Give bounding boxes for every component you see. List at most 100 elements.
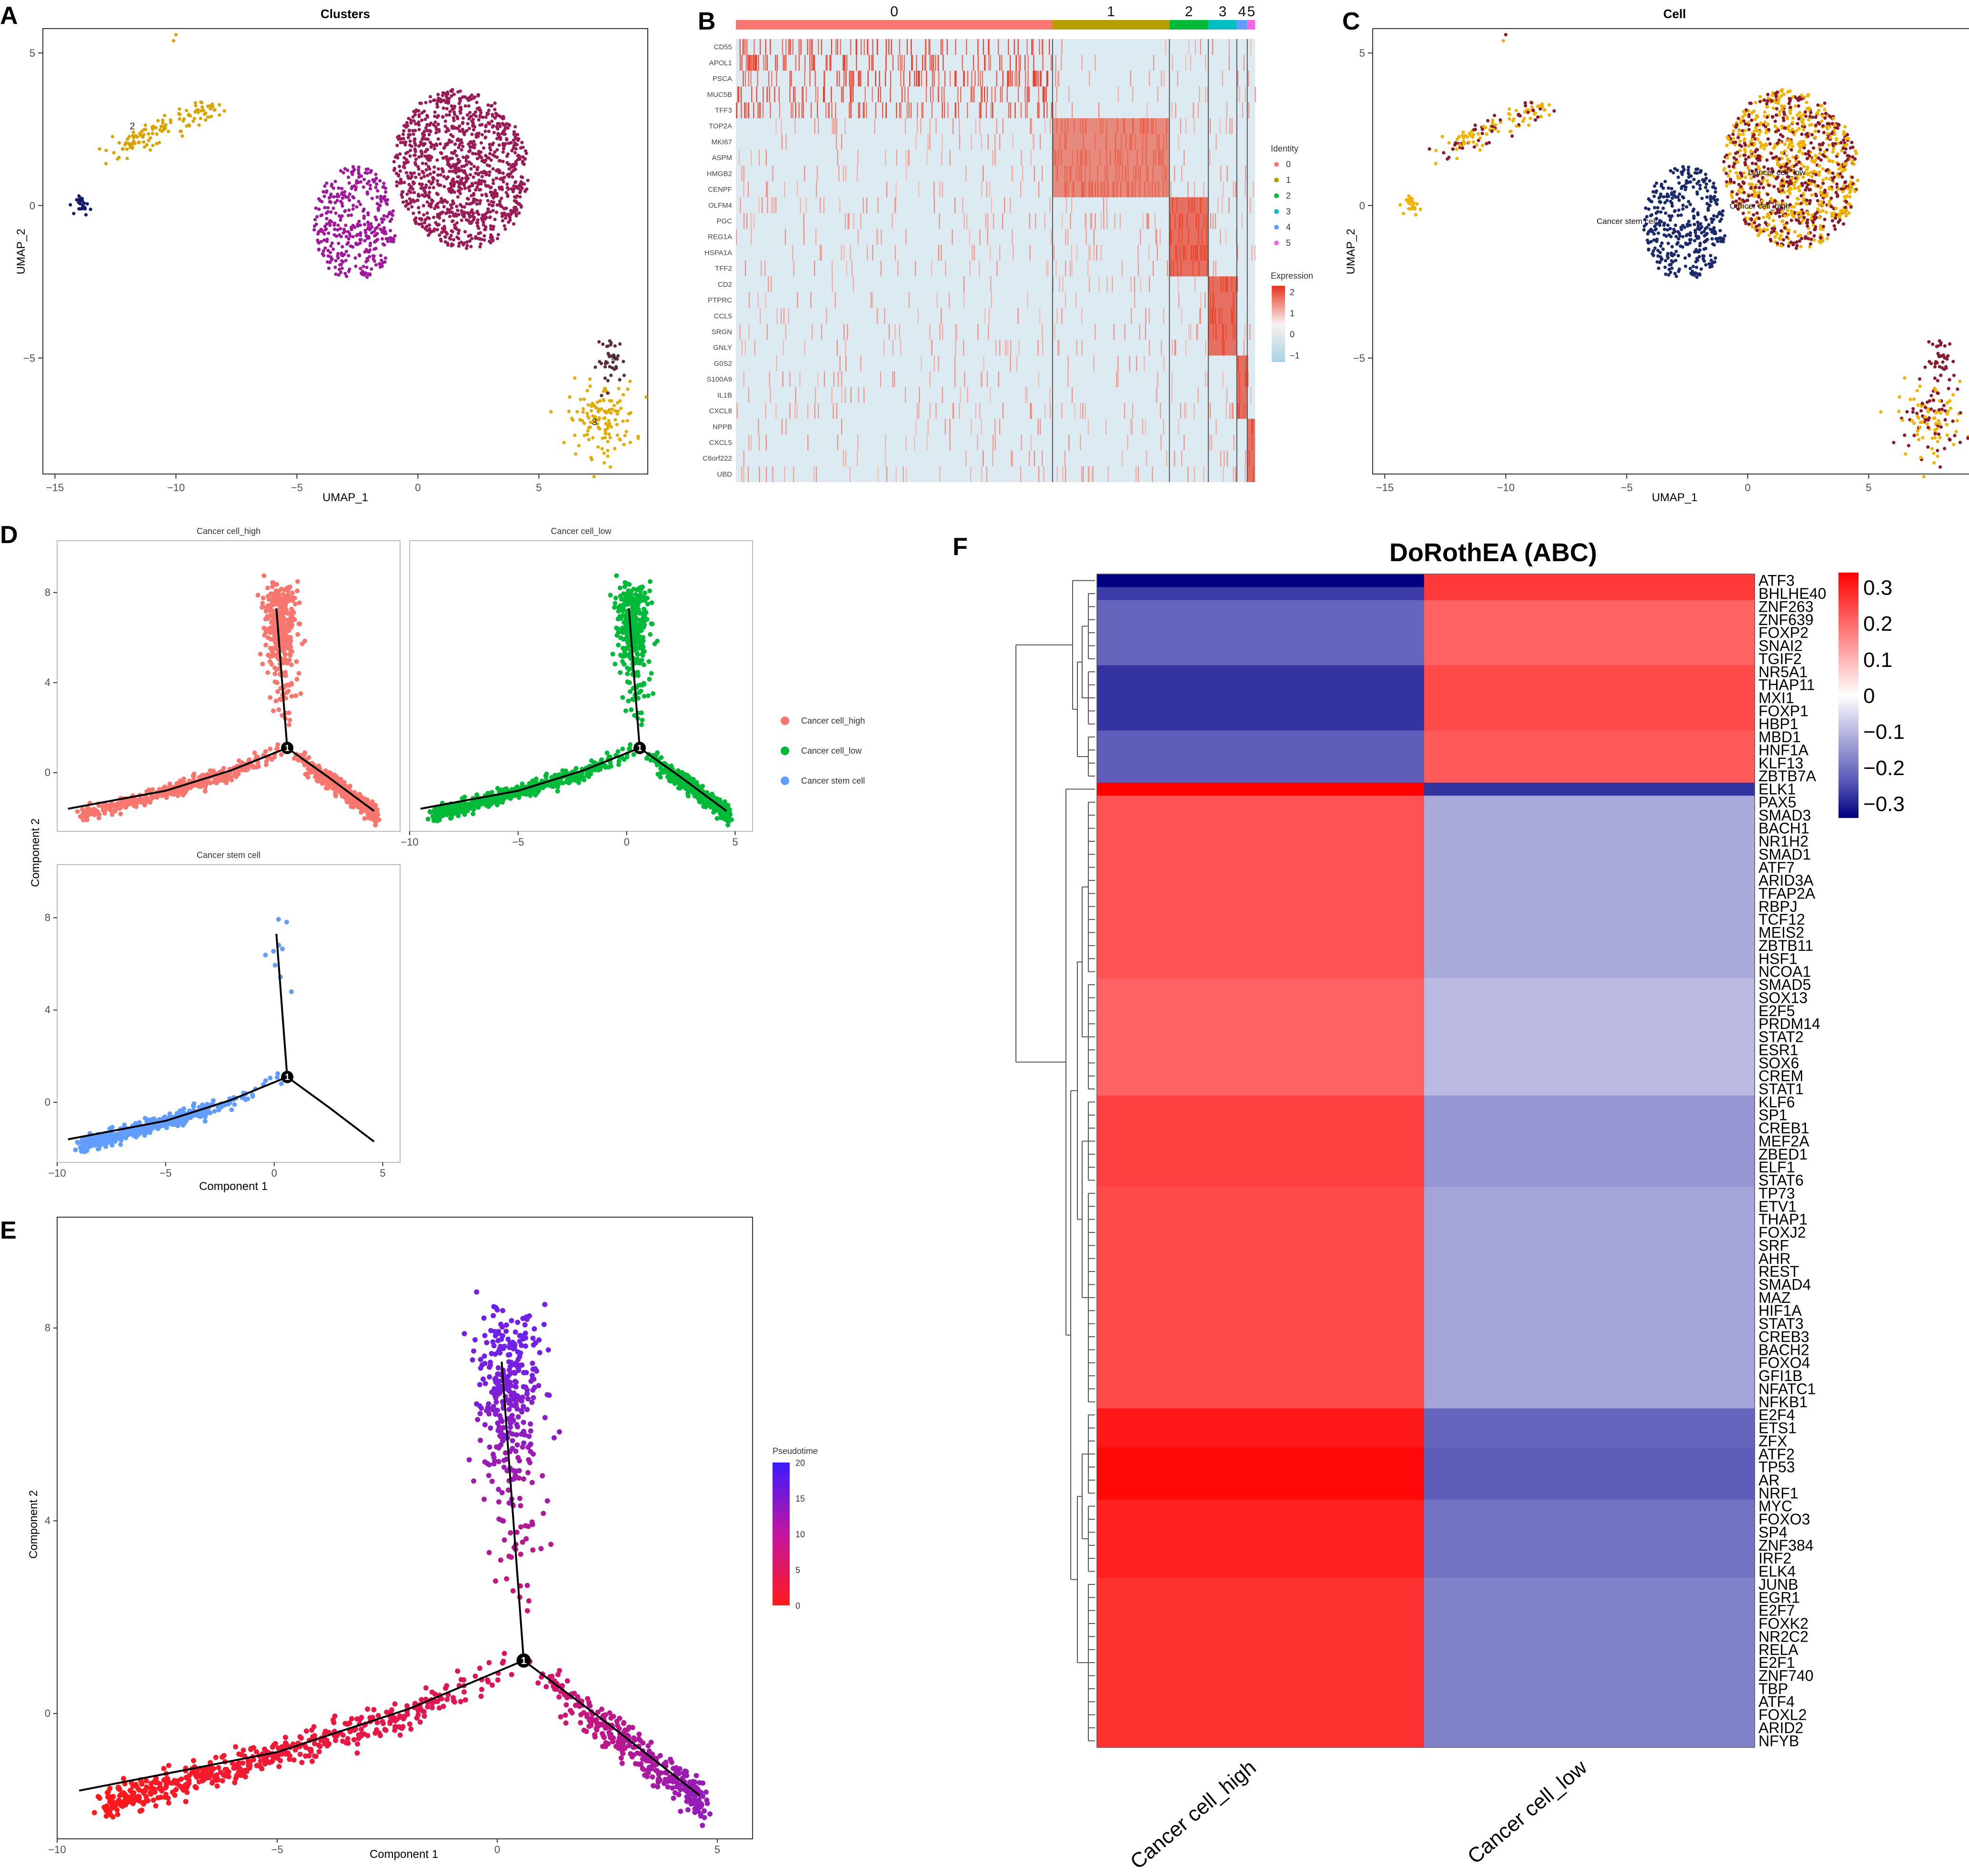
panel-a-point-cluster-1	[333, 227, 337, 231]
panel-b-marker-block	[1208, 292, 1237, 308]
panel-c-point	[1655, 222, 1658, 226]
panel-b-cell	[1042, 450, 1043, 466]
panel-b-cell	[1222, 71, 1223, 87]
panel-b-cell	[1002, 71, 1004, 87]
panel-c-point	[1718, 219, 1722, 223]
panel-b-cell	[1016, 355, 1018, 372]
panel-c-point	[1709, 217, 1713, 221]
panel-a-point-cluster-0	[465, 243, 469, 248]
panel-c-point	[1661, 206, 1665, 210]
panel-c-point	[1814, 135, 1818, 139]
panel-c-point	[1837, 167, 1841, 171]
panel-c-point	[1788, 97, 1791, 101]
panel-c-point	[1831, 171, 1835, 175]
panel-c-point	[1768, 142, 1772, 146]
panel-c-point	[1818, 216, 1822, 220]
panel-a-point-cluster-1	[349, 225, 353, 230]
panel-c-point	[1689, 271, 1693, 275]
panel-a-point-cluster-0	[448, 157, 452, 161]
panel-b-cell	[853, 276, 854, 292]
panel-c-point	[1778, 236, 1781, 240]
panel-c-point	[1670, 191, 1674, 195]
panel-c-point	[1927, 416, 1931, 420]
panel-b-cell	[1093, 229, 1095, 245]
panel-b-cell	[753, 39, 755, 55]
panel-b-cell	[804, 165, 805, 182]
panel-a-point-cluster-0	[457, 101, 461, 105]
panel-a-point-cluster-2	[131, 140, 135, 144]
panel-b-cell	[1178, 419, 1179, 435]
panel-a-point-cluster-0	[427, 195, 431, 199]
panel-c-point	[1769, 151, 1773, 155]
panel-b-cell	[960, 86, 962, 102]
panel-c-point	[1647, 248, 1650, 252]
panel-c-point	[1713, 186, 1717, 190]
panel-b-cell	[826, 308, 827, 324]
panel-a-point-cluster-0	[476, 218, 480, 222]
panel-b-cell	[750, 55, 752, 71]
panel-c-point	[1698, 255, 1701, 259]
panel-a-point-cluster-0	[406, 151, 410, 154]
panel-c-point	[1789, 148, 1793, 152]
panel-a-point-cluster-1	[351, 172, 354, 176]
panel-c-point	[1948, 399, 1952, 403]
panel-b-cell	[841, 419, 843, 435]
panel-b-cell	[1130, 71, 1131, 87]
panel-b-cell	[1055, 71, 1056, 87]
panel-b-cell	[1089, 276, 1090, 292]
panel-c-point	[1462, 136, 1466, 140]
panel-a-point-cluster-1	[329, 195, 332, 199]
panel-a-point-cluster-0	[453, 126, 457, 130]
panel-a-point-cluster-3	[613, 447, 617, 451]
panel-b-cell	[851, 86, 852, 102]
panel-c-point	[1827, 203, 1831, 207]
panel-b-cell	[1119, 213, 1121, 229]
panel-a-point-cluster-2	[167, 130, 171, 133]
panel-c-point	[1803, 95, 1807, 99]
panel-c-point	[1731, 165, 1735, 169]
panel-a-point-cluster-1	[375, 182, 379, 186]
panel-b-cell	[758, 102, 760, 119]
panel-b-cell	[925, 86, 927, 102]
panel-a-point-cluster-1	[381, 185, 385, 189]
panel-c-point	[1811, 220, 1815, 224]
panel-b-cell	[1085, 403, 1086, 419]
panel-b-gene-label: HSPA1A	[704, 249, 732, 257]
panel-b-cell	[935, 55, 936, 71]
panel-a-point-cluster-3	[587, 416, 591, 420]
panel-c-point	[1811, 146, 1816, 150]
panel-b-cell	[818, 403, 819, 419]
panel-b-cell	[1222, 371, 1224, 387]
panel-a-point-cluster-1	[356, 168, 361, 172]
panel-b-cell	[1081, 308, 1083, 324]
panel-b-cell	[983, 39, 984, 55]
panel-a-point-cluster-1	[366, 227, 370, 231]
panel-a-point-cluster-2	[164, 123, 168, 127]
panel-c-point	[1694, 271, 1698, 275]
panel-a-point-cluster-0	[501, 187, 504, 192]
panel-b-cell	[1247, 371, 1249, 387]
panel-b-cell	[770, 102, 771, 119]
panel-a-point-cluster-0	[419, 101, 423, 105]
panel-a-point-cluster-0	[440, 99, 444, 103]
panel-c-point	[1753, 117, 1757, 121]
panel-c-point	[1821, 209, 1825, 212]
panel-b-cell	[792, 244, 794, 261]
panel-b-cell	[1224, 450, 1225, 466]
panel-c-point	[1712, 243, 1716, 247]
panel-c-point	[1653, 246, 1657, 250]
panel-a-point-cluster-1	[344, 235, 348, 239]
panel-b-cell	[1074, 403, 1075, 419]
panel-a-point-cluster-0	[518, 195, 522, 199]
panel-a-point-cluster-5	[79, 207, 83, 211]
panel-a-point-cluster-1	[327, 266, 331, 270]
panel-b-gene-label: HMGB2	[707, 170, 732, 178]
panel-b-cell	[784, 55, 785, 71]
panel-b-cell	[784, 181, 785, 198]
panel-a-point-cluster-0	[414, 108, 418, 112]
panel-c-point	[1828, 124, 1832, 129]
panel-b-cell	[798, 39, 800, 55]
panel-a-point-cluster-0	[474, 188, 478, 192]
panel-a-point-cluster-0	[397, 174, 401, 178]
panel-c-point	[1731, 200, 1735, 204]
